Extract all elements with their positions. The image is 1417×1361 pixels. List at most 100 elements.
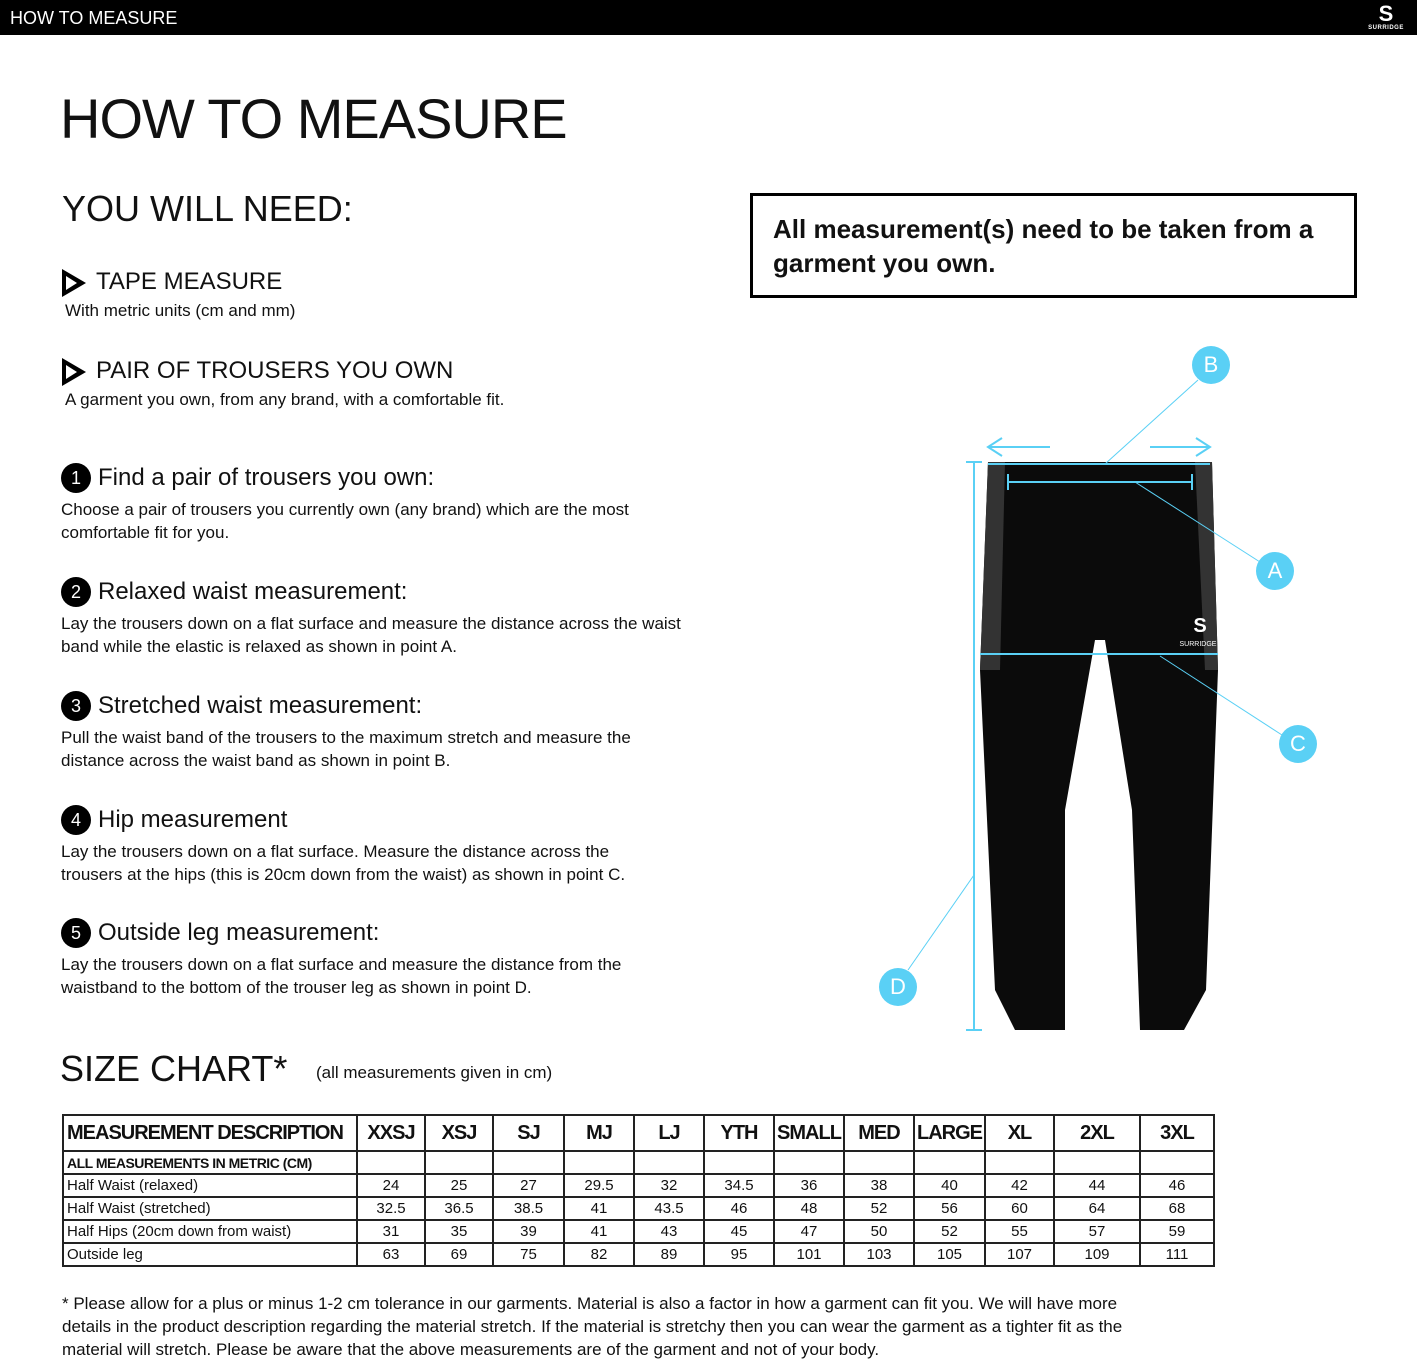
value-cell: 111 (1139, 1242, 1215, 1267)
callout-d: D (879, 968, 917, 1006)
value-cell: 46 (703, 1196, 775, 1221)
empty-cell (633, 1150, 705, 1175)
value-cell: 36 (773, 1173, 845, 1198)
svg-text:S: S (1193, 615, 1206, 637)
value-cell: 29.5 (563, 1173, 635, 1198)
value-cell: 43 (633, 1219, 705, 1244)
value-cell: 68 (1139, 1196, 1215, 1221)
empty-cell (1139, 1150, 1215, 1175)
value-cell: 35 (424, 1219, 494, 1244)
value-cell: 34.5 (703, 1173, 775, 1198)
value-cell: 60 (984, 1196, 1055, 1221)
need-item-tape: TAPE MEASURE With metric units (cm and m… (62, 268, 295, 321)
value-cell: 101 (773, 1242, 845, 1267)
value-cell: 41 (563, 1196, 635, 1221)
top-bar-title: HOW TO MEASURE (10, 8, 178, 28)
step-4: 4 Hip measurement Lay the trousers down o… (61, 805, 626, 884)
top-bar: HOW TO MEASURE S SURRIDGE (0, 0, 1417, 35)
table-row: Half Waist (relaxed) 24 25 27 29.5 32 34.5 36 38… (62, 1173, 1215, 1198)
value-cell: 69 (424, 1242, 494, 1267)
play-triangle-icon (62, 268, 86, 297)
value-cell: 50 (843, 1219, 915, 1244)
step-3: 3 Stretched waist measurement: Pull the w… (61, 691, 631, 770)
value-cell: 45 (703, 1219, 775, 1244)
trousers-illustration: S SURRIDGE (980, 462, 1218, 1030)
table-subheader-row: ALL MEASUREMENTS IN METRIC (CM) (62, 1150, 1215, 1175)
empty-cell (424, 1150, 494, 1175)
size-chart-note: (all measurements given in cm) (316, 1063, 553, 1082)
row-label: Half Waist (stretched) (62, 1196, 358, 1221)
value-cell: 38 (843, 1173, 915, 1198)
header-size: LJ (633, 1114, 705, 1152)
step-1: 1 Find a pair of trousers you own: Choose… (61, 463, 629, 542)
trousers-diagram: S SURRIDGE (907, 379, 1283, 1031)
header-size: 3XL (1139, 1114, 1215, 1152)
value-cell: 52 (843, 1196, 915, 1221)
size-chart-title: SIZE CHART* (60, 1048, 288, 1089)
header-size: YTH (703, 1114, 775, 1152)
step-2: 2 Relaxed waist measurement: Lay the trou… (61, 577, 681, 656)
header-size: MED (843, 1114, 915, 1152)
value-cell: 89 (633, 1242, 705, 1267)
table-row: Half Hips (20cm down from waist) 31 35 39 41… (62, 1219, 1215, 1244)
value-cell: 75 (492, 1242, 565, 1267)
header-size: XXSJ (356, 1114, 426, 1152)
step-5: 5 Outside leg measurement: Lay the trouse… (61, 918, 622, 997)
footnote: * Please allow for a plus or minus 1-2 c… (62, 1294, 1123, 1359)
you-will-need-heading: YOU WILL NEED: (62, 188, 353, 229)
header-size: 2XL (1053, 1114, 1141, 1152)
callout-b: B (1192, 346, 1230, 384)
page-title: HOW TO MEASURE (60, 87, 568, 150)
value-cell: 42 (984, 1173, 1055, 1198)
header-size: XSJ (424, 1114, 494, 1152)
value-cell: 32 (633, 1173, 705, 1198)
value-cell: 47 (773, 1219, 845, 1244)
header-size: XL (984, 1114, 1055, 1152)
size-chart-table: MEASUREMENT DESCRIPTION XXSJ XSJ SJ MJ LJ YTH S… (62, 1114, 1215, 1267)
header-size: LARGE (913, 1114, 986, 1152)
row-label: Outside leg (62, 1242, 358, 1267)
value-cell: 64 (1053, 1196, 1141, 1221)
empty-cell (356, 1150, 426, 1175)
value-cell: 52 (913, 1219, 986, 1244)
value-cell: 63 (356, 1242, 426, 1267)
value-cell: 27 (492, 1173, 565, 1198)
value-cell: 25 (424, 1173, 494, 1198)
empty-cell (492, 1150, 565, 1175)
value-cell: 103 (843, 1242, 915, 1267)
value-cell: 105 (913, 1242, 986, 1267)
empty-cell (1053, 1150, 1141, 1175)
value-cell: 43.5 (633, 1196, 705, 1221)
value-cell: 59 (1139, 1219, 1215, 1244)
value-cell: 46 (1139, 1173, 1215, 1198)
value-cell: 56 (913, 1196, 986, 1221)
empty-cell (984, 1150, 1055, 1175)
empty-cell (703, 1150, 775, 1175)
empty-cell (773, 1150, 845, 1175)
empty-cell (913, 1150, 986, 1175)
value-cell: 95 (703, 1242, 775, 1267)
empty-cell (843, 1150, 915, 1175)
need-item-trousers: PAIR OF TROUSERS YOU OWN A garment you o… (62, 357, 504, 410)
value-cell: 57 (1053, 1219, 1141, 1244)
subheader-label: ALL MEASUREMENTS IN METRIC (CM) (62, 1150, 358, 1175)
value-cell: 109 (1053, 1242, 1141, 1267)
table-row: Half Waist (stretched) 32.5 36.5 38.5 41 43.5… (62, 1196, 1215, 1221)
value-cell: 55 (984, 1219, 1055, 1244)
row-label: Half Hips (20cm down from waist) (62, 1219, 358, 1244)
value-cell: 24 (356, 1173, 426, 1198)
header-size: SMALL (773, 1114, 845, 1152)
empty-cell (563, 1150, 635, 1175)
value-cell: 41 (563, 1219, 635, 1244)
value-cell: 38.5 (492, 1196, 565, 1221)
value-cell: 39 (492, 1219, 565, 1244)
header-size: SJ (492, 1114, 565, 1152)
header-size: MJ (563, 1114, 635, 1152)
table-header-row: MEASUREMENT DESCRIPTION XXSJ XSJ SJ MJ LJ YTH S… (62, 1114, 1215, 1152)
notice-box: All measurement(s) need to be taken from… (750, 193, 1357, 298)
value-cell: 44 (1053, 1173, 1141, 1198)
value-cell: 107 (984, 1242, 1055, 1267)
header-description: MEASUREMENT DESCRIPTION (62, 1114, 358, 1152)
value-cell: 36.5 (424, 1196, 494, 1221)
callout-c: C (1279, 725, 1317, 763)
